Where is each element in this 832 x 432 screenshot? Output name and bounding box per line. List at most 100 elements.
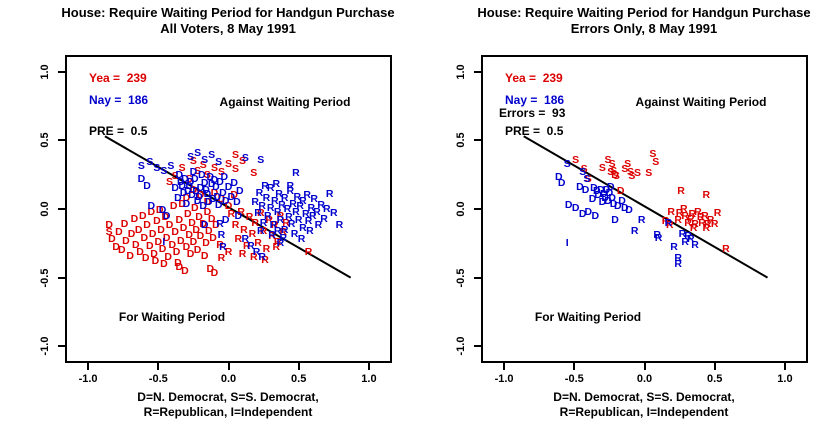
data-point-r-nay: R [670, 241, 678, 254]
data-point-d-yea: D [203, 205, 212, 218]
data-point-r-nay: R [308, 209, 317, 222]
data-point-r-nay: R [287, 218, 296, 231]
data-point-r-yea: R [261, 253, 269, 266]
data-point-d-yea: D [174, 256, 182, 269]
x-axis-tick [297, 363, 300, 370]
data-point-r-nay: R [299, 222, 307, 235]
data-point-r-yea: R [702, 222, 711, 235]
data-point-d-yea: D [190, 201, 199, 214]
data-point-d-yea: D [153, 215, 161, 228]
data-point-r-nay: R [674, 257, 682, 270]
data-point-r-yea: R [722, 242, 730, 255]
data-point-d-nay: D [621, 201, 629, 214]
legend-pre: PRE = 0.5 [505, 124, 564, 138]
data-point-s-yea: S [652, 156, 660, 169]
data-point-r-yea: R [691, 218, 699, 231]
legend-errors: Errors = 93 [499, 106, 566, 120]
data-point-r-nay: R [285, 211, 293, 224]
data-point-r-nay: R [262, 192, 271, 205]
data-point-d-nay: D [219, 186, 227, 199]
data-point-r-nay: R [217, 229, 226, 242]
data-point-d-yea: D [193, 244, 202, 257]
data-point-d-nay: D [206, 171, 215, 184]
data-point-d-yea: D [126, 249, 134, 262]
data-point-r-nay: R [317, 198, 325, 211]
data-point-r-nay: R [276, 237, 285, 250]
data-point-d-yea: D [134, 223, 143, 236]
data-point-d-nay: D [182, 197, 191, 210]
data-point-r-nay: R [266, 201, 275, 214]
data-point-d-yea: D [164, 251, 172, 263]
data-point-d-yea: D [127, 227, 136, 240]
data-point-r-yea: R [245, 211, 254, 224]
data-point-d-nay: D [230, 176, 238, 189]
x-axis-tick [503, 363, 506, 370]
data-point-d-yea: D [210, 186, 219, 199]
data-point-r-yea: R [304, 245, 313, 258]
data-point-s-yea: S [189, 154, 197, 167]
data-point-r-nay: R [681, 235, 690, 248]
data-point-d-nay: D [209, 193, 217, 206]
data-point-r-nay: R [286, 179, 295, 192]
data-point-r-nay: R [297, 233, 306, 246]
data-point-d-nay: D [212, 181, 220, 194]
data-point-r-nay: R [258, 200, 266, 213]
y-axis-tick [58, 345, 65, 348]
x-axis-tick-label: -1.0 [494, 373, 514, 385]
data-point-d-yea: D [175, 213, 184, 226]
data-point-r-nay: R [216, 218, 224, 231]
data-point-s-yea: S [604, 153, 612, 166]
data-point-d-nay: D [221, 213, 230, 226]
y-axis-tick [58, 139, 65, 142]
data-point-r-nay: R [292, 167, 300, 180]
y-axis-tick-label: 1.0 [455, 64, 467, 80]
x-axis-tick-label: 0.0 [636, 373, 653, 385]
data-point-d-nay: D [198, 168, 206, 181]
data-point-s-nay: S [160, 164, 168, 177]
data-point-d-nay: D [179, 186, 188, 199]
data-point-r-yea: R [237, 205, 245, 218]
legend-yea: Yea = 239 [505, 71, 563, 85]
x-axis-tick-label: 1.0 [361, 373, 377, 385]
data-point-r-nay: R [280, 192, 289, 205]
data-point-d-nay: D [178, 179, 186, 192]
data-point-d-yea: D [169, 200, 178, 213]
data-point-d-yea: D [202, 237, 210, 250]
data-point-r-yea: R [694, 205, 702, 218]
y-axis-tick [474, 276, 481, 279]
data-point-d-yea: D [185, 229, 193, 242]
data-point-d-nay: D [233, 196, 241, 209]
data-point-r-yea: R [684, 216, 692, 229]
data-point-d-nay: D [597, 183, 605, 196]
data-point-r-yea: R [271, 219, 279, 232]
data-point-s-yea: S [185, 172, 193, 185]
legend-yea: Yea = 239 [89, 71, 147, 85]
data-point-r-yea: R [254, 237, 262, 250]
data-point-d-nay: D [604, 194, 612, 207]
data-point-d-yea: D [146, 240, 154, 253]
data-point-r-nay: R [323, 203, 331, 215]
data-point-r-nay: R [261, 179, 269, 192]
plot-title: House: Require Waiting Period for Handgu… [477, 5, 811, 20]
data-point-d-yea: D [196, 230, 205, 243]
x-axis-tick [573, 363, 576, 370]
data-point-r-yea: R [282, 216, 290, 229]
data-point-d-nay: D [195, 190, 203, 203]
data-point-d-yea: D [151, 255, 160, 268]
data-point-r-nay: R [259, 216, 268, 229]
data-point-r-nay: R [283, 203, 292, 215]
annotation-for-waiting-period: For Waiting Period [118, 310, 226, 324]
data-point-s-yea: S [645, 167, 653, 180]
data-point-r-yea: R [674, 213, 682, 226]
y-axis-tick-label: -0.5 [455, 268, 467, 288]
data-point-r-nay: R [269, 219, 278, 232]
data-point-d-nay: D [618, 194, 626, 207]
data-point-s-yea: S [178, 161, 186, 174]
y-axis-tick-label: 0.5 [455, 132, 467, 149]
data-point-d-nay: D [190, 172, 199, 185]
data-point-s-nay: S [583, 172, 591, 185]
x-axis-caption-line2: R=Republican, I=Independent [559, 405, 729, 419]
data-point-s-yea: S [194, 164, 202, 177]
data-point-r-yea: R [689, 222, 698, 235]
data-point-r-nay: R [289, 197, 297, 210]
